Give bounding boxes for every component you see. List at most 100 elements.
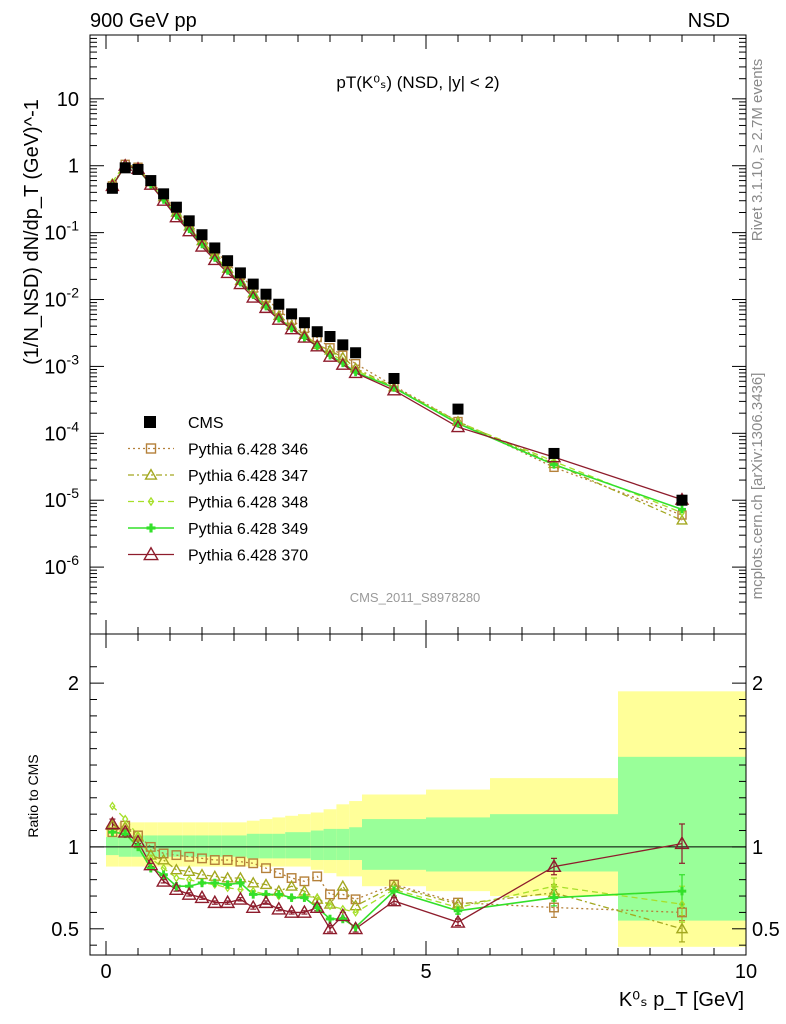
band-inner bbox=[157, 835, 170, 857]
series-pythia-6-428-349-ratio-point-v bbox=[328, 914, 332, 924]
legend-label: Pythia 6.428 349 bbox=[188, 521, 308, 538]
series-pythia-6-428-348-ratio-point bbox=[134, 830, 142, 840]
series-pythia-6-428-349-ratio-point-v bbox=[456, 906, 460, 916]
series-pythia-6-428-349-ratio-point-v bbox=[552, 893, 556, 902]
series-pythia-6-428-370-ratio-point bbox=[220, 894, 236, 909]
cms-data-point bbox=[222, 255, 234, 267]
series-pythia-6-428-349-ratio-point bbox=[236, 878, 245, 888]
series-pythia-6-428-346-ratio-point bbox=[273, 868, 284, 879]
series-pythia-6-428-349-main-point-v bbox=[392, 383, 396, 392]
series-pythia-6-428-349-ratio-point-v bbox=[251, 890, 255, 899]
series-pythia-6-428-348-main-line bbox=[111, 162, 683, 514]
series-pythia-6-428-349-main-point bbox=[550, 460, 558, 469]
band-inner bbox=[310, 830, 324, 861]
series-pythia-6-428-349-ratio-point bbox=[338, 914, 348, 924]
y-tick-label: 10-1 bbox=[44, 218, 79, 245]
band-inner bbox=[298, 832, 311, 859]
series-pythia-6-428-349-ratio-point-v bbox=[354, 922, 358, 932]
series-pythia-6-428-347-ratio-point bbox=[323, 897, 337, 909]
series-pythia-6-428-349-ratio-point-v bbox=[392, 886, 396, 896]
series-pythia-6-428-370-main-point bbox=[233, 276, 248, 290]
series-pythia-6-428-349-ratio-point bbox=[300, 893, 309, 902]
series-pythia-6-428-370-ratio-point bbox=[309, 899, 325, 913]
band-inner bbox=[234, 835, 247, 857]
series-pythia-6-428-349-main-point bbox=[678, 505, 686, 514]
x-tick-label: 10 bbox=[735, 961, 757, 983]
series-pythia-6-428-347-ratio-point bbox=[310, 892, 324, 904]
y-tick-label: 10-2 bbox=[44, 285, 79, 312]
series-pythia-6-428-370-main-point bbox=[194, 239, 210, 252]
series-pythia-6-428-347-main-line bbox=[111, 163, 683, 521]
band-inner bbox=[323, 828, 337, 861]
cms-data-point bbox=[286, 308, 298, 320]
band-inner bbox=[208, 835, 222, 857]
series-pythia-6-428-349-main-point bbox=[300, 333, 309, 342]
series-pythia-6-428-349-ratio-point bbox=[287, 893, 296, 902]
series-pythia-6-428-349-ratio-point-v bbox=[302, 893, 306, 902]
ratio-y-tick-label: 2 bbox=[68, 673, 79, 695]
series-pythia-6-428-370-main-point bbox=[348, 365, 363, 379]
series-pythia-6-428-348-main-point bbox=[678, 508, 686, 518]
series-pythia-6-428-349-ratio-point-v bbox=[174, 881, 178, 891]
series-pythia-6-428-349-main-point bbox=[172, 211, 181, 220]
series-pythia-6-428-370-ratio-point bbox=[296, 904, 312, 918]
series-pythia-6-428-349-ratio-point bbox=[120, 829, 130, 839]
series-pythia-6-428-347-ratio-point bbox=[675, 922, 689, 934]
y-tick-label: 10-3 bbox=[44, 351, 79, 378]
series-pythia-6-428-346-ratio-line bbox=[112, 824, 683, 914]
mcplots-label: mcplots.cern.ch [arXiv:1306.3436] bbox=[749, 373, 766, 600]
series-pythia-6-428-347-ratio-point bbox=[259, 878, 273, 890]
series-pythia-6-428-370-ratio-point bbox=[386, 893, 402, 907]
series-pythia-6-428-349-main-point-v bbox=[328, 351, 332, 360]
cms-data-point bbox=[548, 447, 560, 459]
band-inner bbox=[285, 832, 298, 859]
series-pythia-6-428-370-ratio-point bbox=[335, 907, 351, 922]
cms-data-point bbox=[106, 182, 118, 194]
series-pythia-6-428-349-main-point bbox=[351, 368, 360, 377]
legend-label: Pythia 6.428 346 bbox=[188, 442, 308, 459]
series-pythia-6-428-349-main-point-v bbox=[303, 333, 306, 342]
series-pythia-6-428-349-ratio-point-v bbox=[680, 886, 684, 896]
series-pythia-6-428-349-ratio-point bbox=[453, 906, 463, 916]
series-pythia-6-428-349-ratio-point-v bbox=[110, 827, 114, 837]
series-pythia-6-428-348-ratio-point bbox=[326, 901, 334, 911]
cms-data-point bbox=[676, 494, 688, 506]
band-inner bbox=[426, 817, 490, 872]
series-pythia-6-428-370-ratio-point bbox=[271, 901, 287, 915]
y-tick-label: 10 bbox=[57, 89, 79, 111]
cms-data-point bbox=[247, 278, 259, 290]
band-inner bbox=[336, 828, 350, 861]
series-pythia-6-428-349-ratio-point bbox=[146, 863, 156, 873]
series-pythia-6-428-370-main-point bbox=[220, 265, 235, 279]
cms-data-point bbox=[119, 162, 131, 174]
series-pythia-6-428-349-ratio-point-v bbox=[264, 890, 268, 899]
series-pythia-6-428-349-main-point bbox=[454, 419, 462, 428]
series-pythia-6-428-348-ratio-point bbox=[550, 881, 558, 891]
series-pythia-6-428-349-main-point-v bbox=[264, 302, 268, 311]
x-tick-label: 0 bbox=[100, 961, 111, 983]
series-pythia-6-428-347-ratio-point bbox=[131, 830, 145, 842]
cms-data-point bbox=[260, 288, 272, 300]
series-pythia-6-428-370-main-point bbox=[207, 252, 223, 266]
series-pythia-6-428-370-ratio-point bbox=[450, 914, 466, 928]
series-pythia-6-428-348-ratio-point bbox=[678, 899, 686, 909]
series-pythia-6-428-349-ratio-point-v bbox=[149, 863, 153, 873]
band-inner bbox=[106, 837, 119, 856]
series-pythia-6-428-348-ratio-point bbox=[109, 801, 116, 811]
legend-label: CMS bbox=[188, 415, 224, 432]
rivet-label: Rivet 3.1.10, ≥ 2.7M events bbox=[749, 59, 766, 242]
series-pythia-6-428-349-main-point-v bbox=[552, 460, 556, 469]
series-pythia-6-428-348-ratio-point bbox=[173, 873, 180, 883]
data-markers bbox=[104, 158, 690, 935]
series-pythia-6-428-347-ratio-point bbox=[285, 879, 298, 891]
series-pythia-6-428-349-main-point-v bbox=[213, 253, 217, 262]
series-pythia-6-428-349-main-point bbox=[185, 225, 194, 234]
series-pythia-6-428-346-ratio-point bbox=[222, 855, 233, 865]
series-pythia-6-428-349-main-point bbox=[274, 314, 283, 323]
legend-marker bbox=[143, 546, 159, 561]
series-pythia-6-428-348-ratio-point bbox=[147, 853, 154, 863]
cms-data-point bbox=[170, 201, 182, 213]
series-pythia-6-428-349-ratio-point-v bbox=[200, 878, 204, 888]
series-pythia-6-428-349-main-point-v bbox=[680, 505, 684, 514]
ratio-y-tick-label: 1 bbox=[68, 837, 79, 859]
